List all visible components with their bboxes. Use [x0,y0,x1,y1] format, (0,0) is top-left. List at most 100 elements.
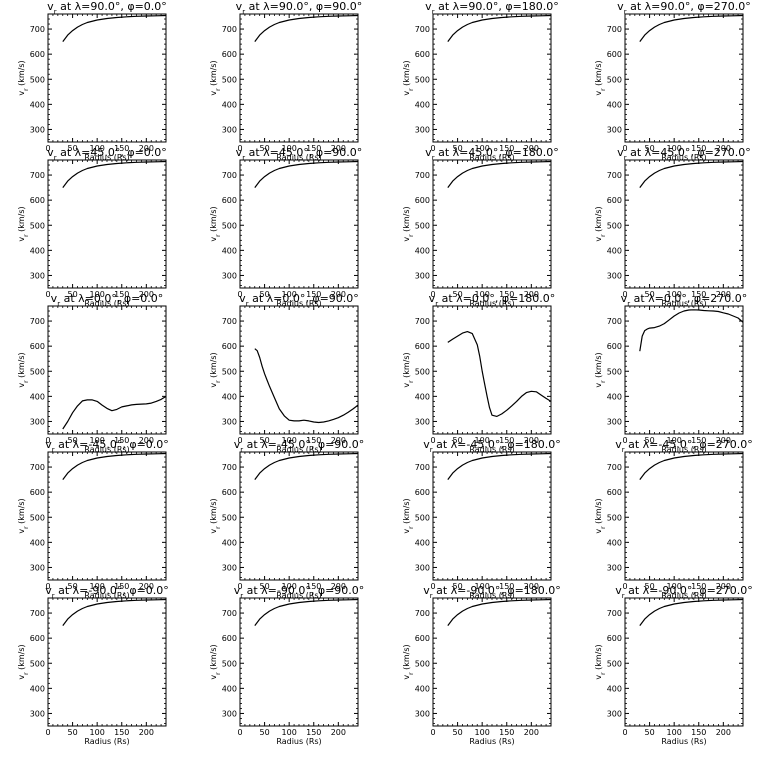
x-tick-label: 200 [524,436,539,445]
y-tick-label: 700 [222,609,237,618]
series-line [254,14,358,42]
x-tick-label: 0 [237,436,242,445]
y-tick-label: 500 [415,221,430,230]
chart-panel: vr at λ=-45.0°, φ=180.0°0 50 100 150 2003004… [402,438,561,600]
x-tick-label: 150 [691,144,706,153]
y-tick-label: 300 [415,563,430,572]
y-tick-label: 400 [222,684,237,693]
y-tick-label: 300 [30,709,45,718]
y-axis-label: vr (km/s) [17,60,30,95]
y-tick-label: 600 [30,488,45,497]
panel-title: vr at λ=-45.0°, φ=90.0° [234,438,365,454]
plot-frame [432,451,552,581]
x-tick-label: 150 [499,290,514,299]
panel-title: vr at λ=90.0°, φ=0.0° [47,0,167,16]
x-axis-label: Radius (Rs) [276,153,321,162]
plot-frame [239,597,359,727]
y-tick-label: 600 [607,634,622,643]
y-tick-label: 400 [222,246,237,255]
x-axis-label: Radius (Rs) [469,153,514,162]
x-axis-label: Radius (Rs) [661,299,706,308]
plot-frame [47,451,167,581]
x-tick-label: 150 [691,582,706,591]
x-tick-label: 200 [716,144,731,153]
x-tick-label: 50 [452,144,462,153]
y-axis-label: vr (km/s) [17,498,30,533]
y-axis-label: vr (km/s) [594,352,607,387]
y-tick-label: 500 [607,659,622,668]
x-tick-label: 0 [237,582,242,591]
y-tick-label: 500 [222,659,237,668]
x-tick-label: 200 [139,436,154,445]
y-tick-label: 400 [222,392,237,401]
x-tick-label: 50 [259,290,269,299]
x-tick-label: 0 [45,728,50,737]
chart-panel: vr at λ=90.0°, φ=0.0° 0 50 100 150 200 300 400 5… [17,0,167,162]
chart-panel: vr at λ=0.0°, φ=0.0°0 50 100 150 20030040050… [17,292,167,454]
y-tick-label: 500 [607,513,622,522]
plot-frame [239,305,359,435]
plot-frame [432,597,552,727]
x-tick-label: 100 [667,582,682,591]
panel-title: vr at λ=-90.0°, φ=0.0° [45,584,169,600]
series-line [447,331,551,417]
panel-title: vr at λ=90.0°, φ=90.0° [236,0,363,16]
x-tick-label: 50 [644,436,654,445]
x-tick-label: 150 [306,144,321,153]
y-tick-label: 300 [415,271,430,280]
x-tick-label: 0 [45,582,50,591]
x-tick-label: 50 [452,582,462,591]
x-tick-label: 150 [114,582,129,591]
series-line [447,598,551,626]
y-tick-label: 600 [415,634,430,643]
x-tick-label: 100 [282,290,297,299]
panel-title: vr at λ=-45.0°, φ=180.0° [423,438,561,454]
panel-title: vr at λ=-90.0°, φ=90.0° [234,584,365,600]
panel-title: vr at λ=90.0°, φ=270.0° [617,0,751,16]
y-tick-label: 600 [607,196,622,205]
x-tick-label: 100 [282,144,297,153]
y-tick-label: 400 [415,538,430,547]
x-tick-label: 200 [716,290,731,299]
y-tick-label: 600 [415,488,430,497]
y-axis-label: vr (km/s) [594,206,607,241]
panel-title: vr at λ=45.0°, φ=180.0° [425,146,559,162]
x-tick-label: 0 [622,144,627,153]
y-tick-label: 300 [415,125,430,134]
y-axis-label: vr (km/s) [209,60,222,95]
y-axis-label: vr (km/s) [594,60,607,95]
y-tick-label: 400 [415,684,430,693]
series-line [639,598,743,626]
y-tick-label: 500 [415,659,430,668]
x-tick-label: 50 [644,290,654,299]
y-axis-label: vr (km/s) [209,498,222,533]
y-tick-label: 700 [222,171,237,180]
x-axis-label: Radius (Rs) [84,299,129,308]
y-tick-label: 500 [30,221,45,230]
x-tick-label: 0 [430,582,435,591]
plot-frame [47,159,167,289]
x-tick-label: 150 [114,144,129,153]
panel-title: vr at λ=0.0°, φ=90.0° [239,292,359,308]
x-tick-label: 100 [90,144,105,153]
x-axis-label: Radius (Rs) [469,591,514,600]
y-tick-label: 300 [222,125,237,134]
series-line [62,452,166,480]
x-tick-label: 200 [716,728,731,737]
x-axis-label: Radius (Rs) [469,445,514,454]
x-tick-label: 200 [139,728,154,737]
panel-title: vr at λ=-45.0°, φ=0.0° [45,438,169,454]
x-tick-label: 100 [90,436,105,445]
x-tick-label: 100 [282,582,297,591]
x-tick-label: 200 [524,290,539,299]
x-tick-label: 0 [45,290,50,299]
plot-frame [624,451,744,581]
series-line [639,452,743,480]
y-tick-label: 500 [607,367,622,376]
y-tick-label: 400 [415,246,430,255]
x-tick-label: 150 [114,728,129,737]
chart-panel: vr at λ=0.0°, φ=90.0°0 50 100 150 2003004005… [209,292,359,454]
y-tick-label: 400 [607,246,622,255]
panel-title: vr at λ=-90.0°, φ=180.0° [423,584,561,600]
x-tick-label: 200 [716,436,731,445]
